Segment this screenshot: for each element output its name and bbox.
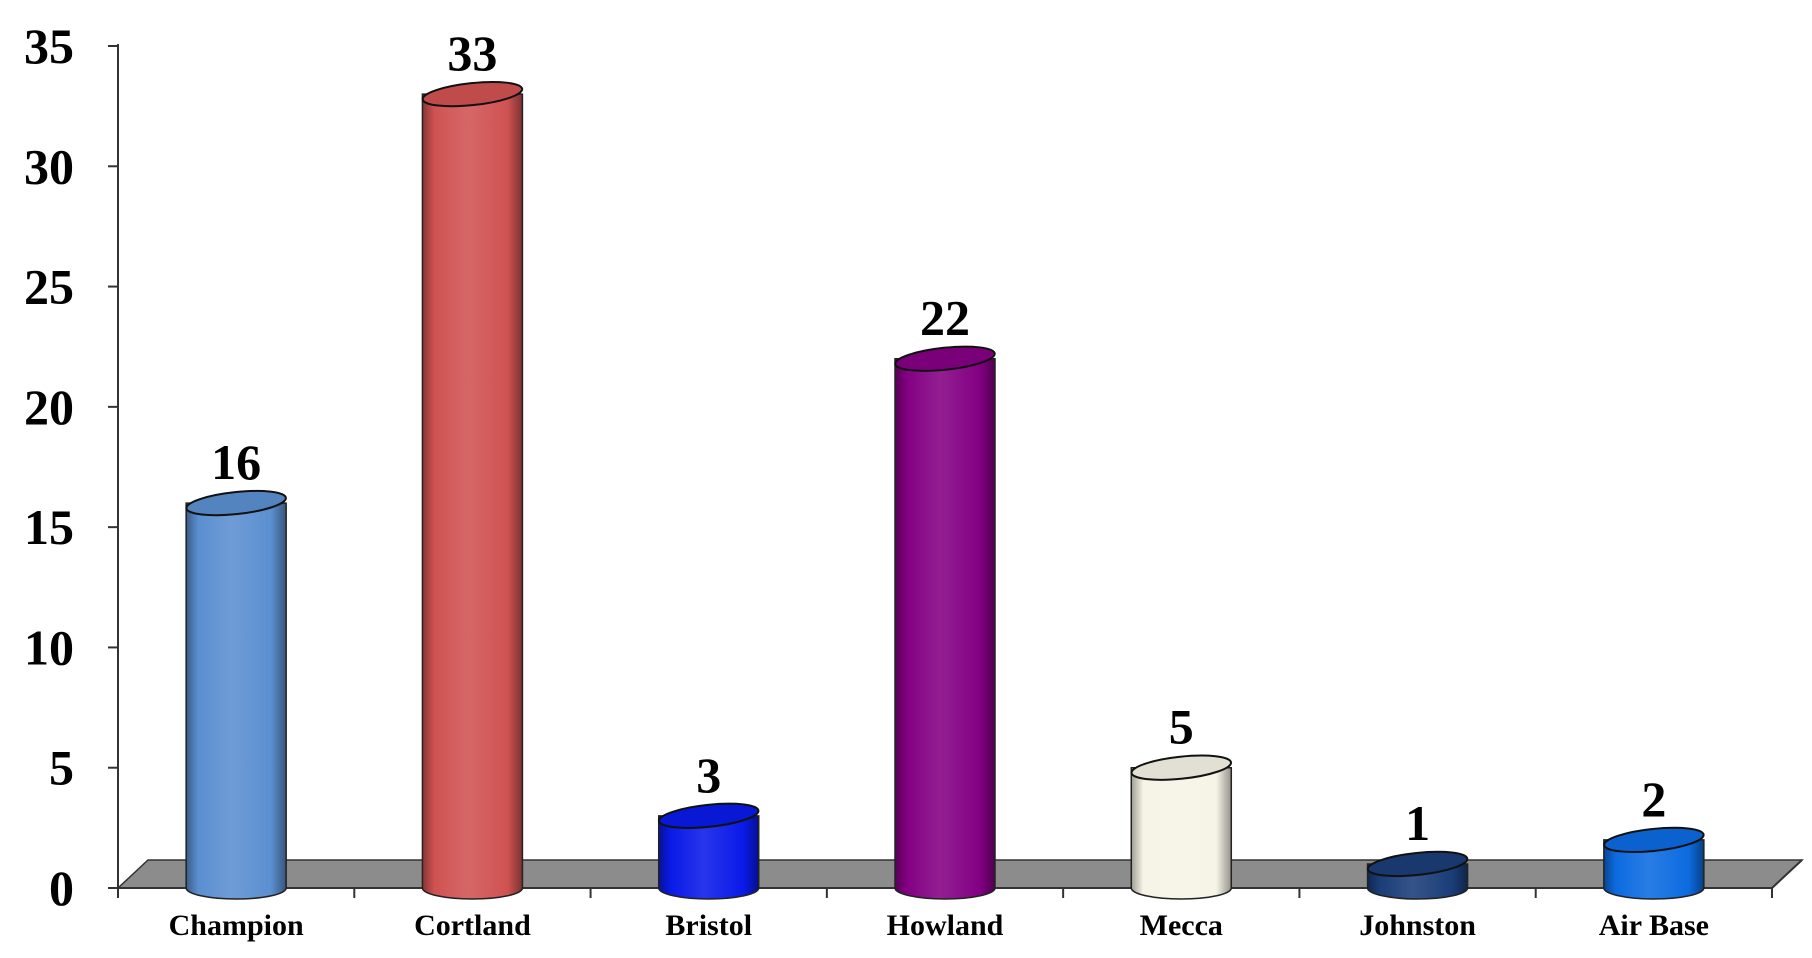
y-tick-label: 25 bbox=[24, 259, 74, 315]
x-axis-edge bbox=[1771, 859, 1803, 889]
data-label: 3 bbox=[696, 747, 721, 803]
bar-top bbox=[1603, 826, 1705, 854]
data-label: 16 bbox=[211, 434, 261, 490]
data-label: 5 bbox=[1169, 699, 1194, 755]
y-tick-label: 0 bbox=[49, 860, 74, 916]
bar-body bbox=[1130, 766, 1233, 900]
bar-top bbox=[1366, 850, 1469, 878]
data-label: 22 bbox=[920, 290, 970, 346]
y-tick-label: 30 bbox=[24, 138, 74, 194]
bar-body bbox=[894, 357, 996, 900]
bar-champion bbox=[185, 489, 287, 900]
x-tick-label: Mecca bbox=[1140, 909, 1223, 942]
bar-body bbox=[421, 93, 524, 900]
bar-howland bbox=[894, 345, 996, 900]
bar-body bbox=[185, 502, 287, 900]
bar-top bbox=[421, 80, 524, 108]
data-label: 33 bbox=[447, 25, 497, 81]
bar-air-base bbox=[1603, 826, 1705, 900]
bar-top bbox=[894, 345, 996, 372]
x-tick-label: Howland bbox=[887, 909, 1004, 942]
labels: 0510152025303516Champion33Cortland3Brist… bbox=[24, 18, 1709, 942]
y-tick-label: 10 bbox=[24, 619, 74, 675]
bar-bristol bbox=[657, 802, 760, 900]
y-tick-label: 15 bbox=[24, 499, 74, 555]
data-label: 2 bbox=[1641, 771, 1666, 827]
bars bbox=[185, 80, 1705, 900]
bar-body bbox=[657, 815, 760, 900]
x-tick-label: Champion bbox=[169, 909, 304, 942]
x-tick-label: Bristol bbox=[665, 909, 752, 942]
x-tick-label: Cortland bbox=[414, 909, 531, 942]
bar-mecca bbox=[1130, 754, 1233, 900]
bar-johnston bbox=[1366, 850, 1469, 900]
bar-body bbox=[1603, 839, 1705, 900]
y-tick-label: 20 bbox=[24, 379, 74, 435]
x-tick-label: Johnston bbox=[1359, 909, 1476, 942]
bar-cortland bbox=[421, 80, 524, 900]
bar-top bbox=[1130, 754, 1233, 781]
y-tick-label: 35 bbox=[24, 18, 74, 74]
data-label: 1 bbox=[1405, 795, 1430, 851]
x-tick-label: Air Base bbox=[1599, 909, 1709, 942]
y-tick-label: 5 bbox=[49, 740, 74, 796]
bar-top bbox=[657, 802, 760, 829]
bar-top bbox=[185, 489, 287, 517]
